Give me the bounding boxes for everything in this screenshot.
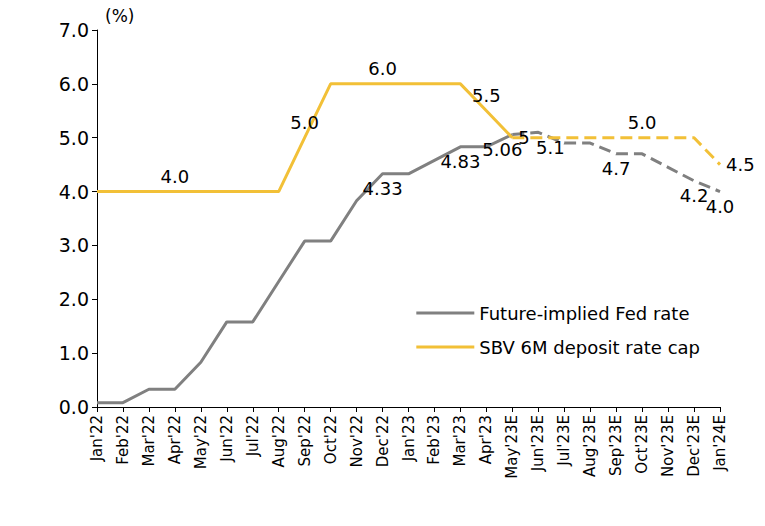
- svg-text:Jul'22: Jul'22: [244, 415, 262, 457]
- svg-text:Nov'23E: Nov'23E: [659, 415, 677, 477]
- svg-text:May'23E: May'23E: [503, 415, 521, 479]
- svg-text:4.2: 4.2: [680, 185, 709, 206]
- svg-text:4.0: 4.0: [706, 196, 735, 217]
- svg-text:Oct'22: Oct'22: [322, 415, 340, 464]
- svg-text:5.06: 5.06: [482, 139, 522, 160]
- svg-text:0.0: 0.0: [59, 396, 89, 418]
- svg-text:Feb'22: Feb'22: [114, 415, 132, 465]
- svg-text:Mar'23: Mar'23: [451, 415, 469, 467]
- svg-text:2.0: 2.0: [59, 288, 89, 310]
- svg-text:May'22: May'22: [192, 415, 210, 469]
- svg-text:4.0: 4.0: [161, 166, 190, 187]
- svg-text:Mar'22: Mar'22: [140, 415, 158, 467]
- svg-text:Apr'22: Apr'22: [166, 415, 184, 464]
- svg-text:Aug'22: Aug'22: [270, 415, 288, 468]
- svg-text:4.5: 4.5: [726, 154, 755, 175]
- svg-text:4.33: 4.33: [363, 178, 403, 199]
- svg-text:Jan'24E: Jan'24E: [711, 415, 729, 472]
- svg-text:Dec'23E: Dec'23E: [685, 415, 703, 477]
- svg-text:Future-implied Fed rate: Future-implied Fed rate: [479, 303, 689, 324]
- svg-text:Oct'23E: Oct'23E: [633, 415, 651, 474]
- svg-text:5.5: 5.5: [472, 85, 501, 106]
- svg-text:Feb'23: Feb'23: [425, 415, 443, 465]
- svg-text:5: 5: [518, 127, 529, 148]
- svg-text:5.0: 5.0: [59, 127, 89, 149]
- svg-text:4.0: 4.0: [59, 181, 89, 203]
- svg-text:Jan'23: Jan'23: [400, 415, 418, 462]
- svg-text:Apr'23: Apr'23: [477, 415, 495, 464]
- svg-text:Jun'23E: Jun'23E: [529, 415, 547, 472]
- svg-text:4.7: 4.7: [602, 158, 631, 179]
- svg-text:5.0: 5.0: [290, 112, 319, 133]
- svg-text:6.0: 6.0: [368, 58, 397, 79]
- svg-text:5.0: 5.0: [628, 112, 657, 133]
- svg-text:5.1: 5.1: [536, 137, 565, 158]
- svg-text:1.0: 1.0: [59, 342, 89, 364]
- svg-text:SBV 6M deposit rate cap: SBV 6M deposit rate cap: [479, 337, 700, 358]
- svg-text:Nov'22: Nov'22: [348, 415, 366, 468]
- svg-text:Jun'22: Jun'22: [218, 415, 236, 463]
- svg-text:3.0: 3.0: [59, 234, 89, 256]
- svg-text:(%): (%): [105, 6, 134, 26]
- svg-text:Jan'22: Jan'22: [88, 415, 106, 462]
- svg-text:7.0: 7.0: [59, 19, 89, 41]
- svg-text:4.83: 4.83: [440, 151, 480, 172]
- svg-text:Sep'23E: Sep'23E: [607, 415, 625, 476]
- svg-text:Sep'22: Sep'22: [296, 415, 314, 466]
- svg-text:Aug'23E: Aug'23E: [581, 415, 599, 477]
- svg-text:Jul'23E: Jul'23E: [555, 415, 573, 467]
- svg-text:Dec'22: Dec'22: [374, 415, 392, 467]
- svg-text:6.0: 6.0: [59, 73, 89, 95]
